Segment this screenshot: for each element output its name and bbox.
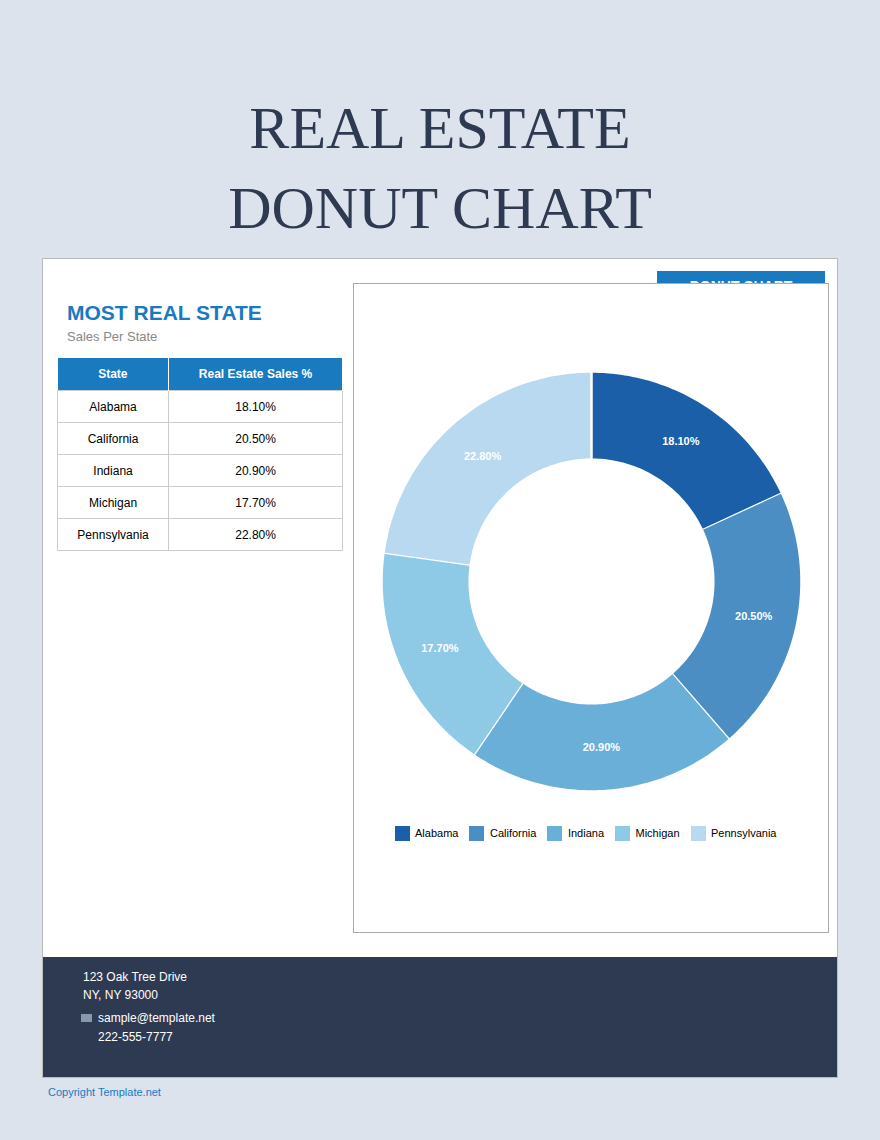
html-text:20.50%: 20.50% bbox=[235, 431, 276, 446]
html-text:Indiana: Indiana bbox=[93, 463, 133, 478]
html-text:222-555-7777: 222-555-7777 bbox=[98, 1030, 173, 1044]
html-text:REAL ESTATE: REAL ESTATE bbox=[249, 95, 631, 161]
svg-text:18.10%: 18.10% bbox=[662, 435, 700, 447]
html-text:California: California bbox=[489, 827, 537, 840]
html-text:Michigan: Michigan bbox=[635, 827, 680, 840]
html-text:Sales Per State: Sales Per State bbox=[67, 329, 158, 344]
html-text:Indiana: Indiana bbox=[567, 827, 604, 840]
html-text:Michigan: Michigan bbox=[89, 495, 138, 510]
svg-text:20.90%: 20.90% bbox=[583, 740, 621, 752]
html-text:Real Estate Sales %: Real Estate Sales % bbox=[198, 367, 313, 381]
html-text:DONUT CHART: DONUT CHART bbox=[228, 175, 652, 241]
svg-text:22.80%: 22.80% bbox=[464, 450, 502, 462]
html-text:22.80%: 22.80% bbox=[235, 527, 276, 542]
svg-text:20.50%: 20.50% bbox=[735, 609, 773, 621]
html-text:123 Oak Tree Drive: 123 Oak Tree Drive bbox=[83, 970, 187, 984]
html-text:Alabama: Alabama bbox=[415, 827, 459, 840]
html-text:DONUT CHART: DONUT CHART bbox=[689, 278, 793, 294]
html-text:Alabama: Alabama bbox=[89, 399, 137, 414]
html-text:18.10%: 18.10% bbox=[235, 399, 276, 414]
html-text:sample@template.net: sample@template.net bbox=[98, 1011, 215, 1025]
html-text:NY, NY 93000: NY, NY 93000 bbox=[83, 988, 158, 1002]
html-text:California: California bbox=[87, 431, 139, 446]
html-text:MOST REAL STATE: MOST REAL STATE bbox=[67, 301, 262, 324]
html-text:Copyright Template.net: Copyright Template.net bbox=[48, 1086, 161, 1098]
html-text:17.70%: 17.70% bbox=[235, 495, 276, 510]
html-text:Pennsylvania: Pennsylvania bbox=[711, 827, 777, 840]
html-text:State: State bbox=[98, 367, 128, 381]
html-text:20.90%: 20.90% bbox=[235, 463, 276, 478]
svg-text:17.70%: 17.70% bbox=[421, 642, 459, 654]
html-text:Pennsylvania: Pennsylvania bbox=[77, 527, 149, 542]
